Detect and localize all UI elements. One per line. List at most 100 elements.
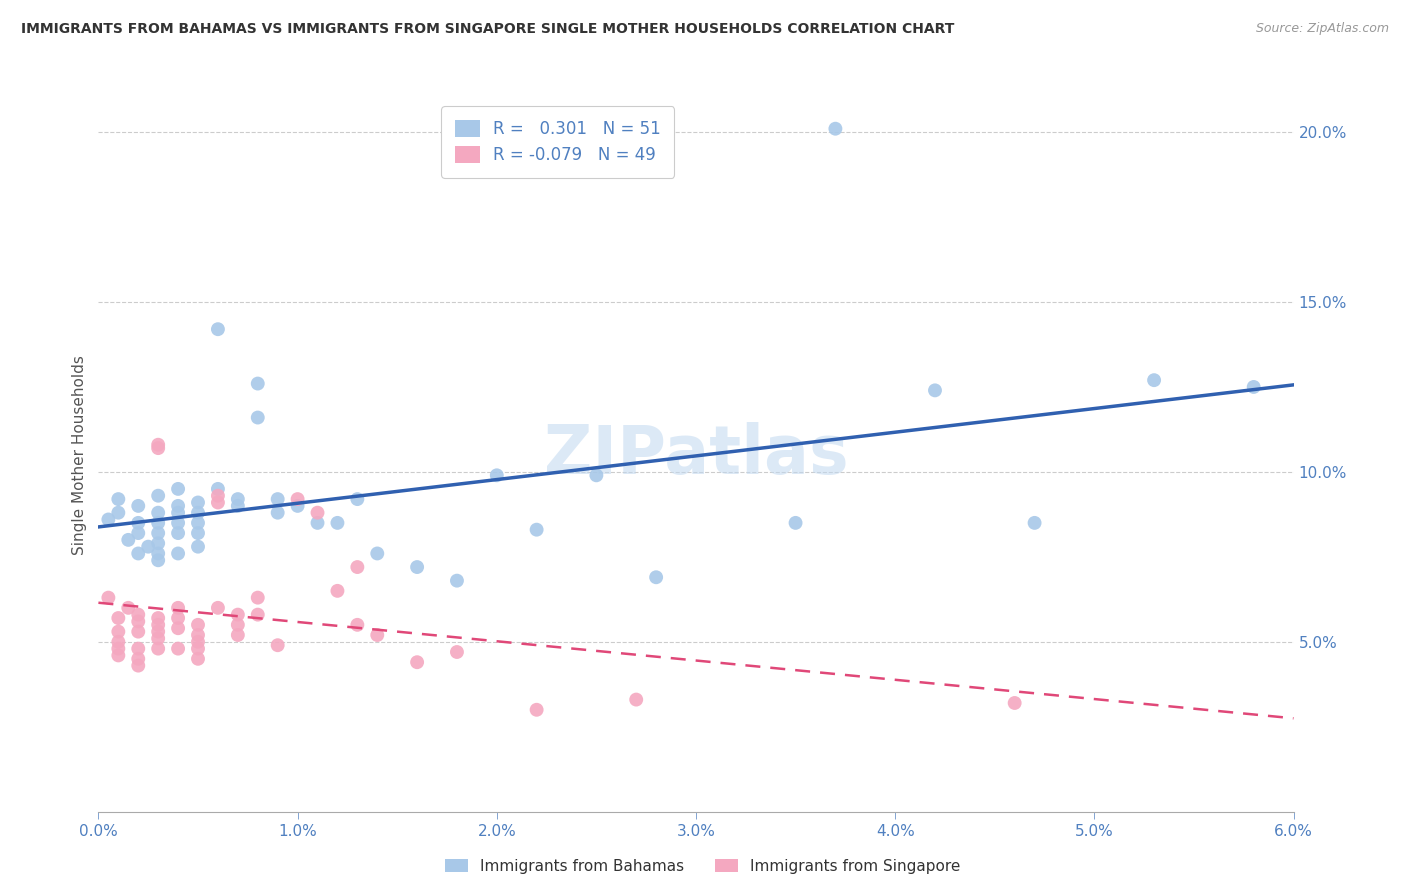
Point — [148, 536, 170, 550]
Point — [148, 624, 170, 639]
Text: Source: ZipAtlas.com: Source: ZipAtlas.com — [1256, 22, 1389, 36]
Point — [107, 506, 129, 520]
Point — [406, 655, 429, 669]
Point — [127, 658, 149, 673]
Point — [526, 703, 548, 717]
Point — [148, 506, 170, 520]
Point — [446, 645, 468, 659]
Point — [167, 611, 190, 625]
Point — [107, 624, 129, 639]
Point — [148, 641, 170, 656]
Point — [267, 492, 290, 507]
Point — [287, 492, 309, 507]
Point — [1004, 696, 1026, 710]
Point — [107, 611, 129, 625]
Legend: R =   0.301   N = 51, R = -0.079   N = 49: R = 0.301 N = 51, R = -0.079 N = 49 — [441, 106, 673, 178]
Point — [107, 635, 129, 649]
Point — [187, 540, 209, 554]
Point — [307, 506, 329, 520]
Point — [485, 468, 508, 483]
Point — [785, 516, 807, 530]
Y-axis label: Single Mother Households: Single Mother Households — [72, 355, 87, 555]
Point — [246, 591, 269, 605]
Point — [924, 384, 946, 398]
Point — [148, 617, 170, 632]
Point — [1024, 516, 1046, 530]
Point — [107, 492, 129, 507]
Point — [127, 546, 149, 560]
Point — [148, 516, 170, 530]
Text: ZIPatlas: ZIPatlas — [544, 422, 848, 488]
Point — [148, 546, 170, 560]
Point — [148, 526, 170, 541]
Point — [127, 607, 149, 622]
Point — [167, 526, 190, 541]
Point — [526, 523, 548, 537]
Text: IMMIGRANTS FROM BAHAMAS VS IMMIGRANTS FROM SINGAPORE SINGLE MOTHER HOUSEHOLDS CO: IMMIGRANTS FROM BAHAMAS VS IMMIGRANTS FR… — [21, 22, 955, 37]
Point — [207, 495, 229, 509]
Point — [148, 553, 170, 567]
Point — [307, 516, 329, 530]
Point — [107, 648, 129, 663]
Point — [246, 410, 269, 425]
Point — [187, 617, 209, 632]
Point — [187, 516, 209, 530]
Point — [187, 641, 209, 656]
Point — [267, 506, 290, 520]
Point — [346, 560, 368, 574]
Point — [127, 499, 149, 513]
Point — [148, 441, 170, 455]
Point — [824, 121, 846, 136]
Point — [97, 591, 120, 605]
Point — [187, 506, 209, 520]
Point — [446, 574, 468, 588]
Point — [226, 607, 249, 622]
Point — [246, 607, 269, 622]
Point — [117, 600, 139, 615]
Point — [127, 526, 149, 541]
Point — [246, 376, 269, 391]
Point — [187, 495, 209, 509]
Point — [148, 489, 170, 503]
Point — [267, 638, 290, 652]
Point — [127, 615, 149, 629]
Point — [148, 438, 170, 452]
Point — [226, 499, 249, 513]
Point — [1243, 380, 1265, 394]
Point — [226, 628, 249, 642]
Point — [167, 621, 190, 635]
Point — [626, 692, 648, 706]
Point — [346, 617, 368, 632]
Point — [326, 583, 349, 598]
Point — [167, 499, 190, 513]
Point — [107, 641, 129, 656]
Point — [585, 468, 607, 483]
Point — [645, 570, 668, 584]
Point — [207, 482, 229, 496]
Point — [127, 641, 149, 656]
Point — [187, 628, 209, 642]
Point — [148, 632, 170, 646]
Point — [226, 617, 249, 632]
Point — [167, 482, 190, 496]
Point — [366, 628, 388, 642]
Point — [326, 516, 349, 530]
Point — [167, 546, 190, 560]
Point — [127, 624, 149, 639]
Point — [207, 489, 229, 503]
Point — [167, 641, 190, 656]
Point — [226, 492, 249, 507]
Point — [148, 611, 170, 625]
Point — [1143, 373, 1166, 387]
Point — [167, 506, 190, 520]
Point — [187, 526, 209, 541]
Point — [127, 516, 149, 530]
Point — [187, 635, 209, 649]
Point — [287, 499, 309, 513]
Point — [167, 600, 190, 615]
Point — [167, 516, 190, 530]
Point — [346, 492, 368, 507]
Point — [207, 600, 229, 615]
Point — [187, 652, 209, 666]
Point — [366, 546, 388, 560]
